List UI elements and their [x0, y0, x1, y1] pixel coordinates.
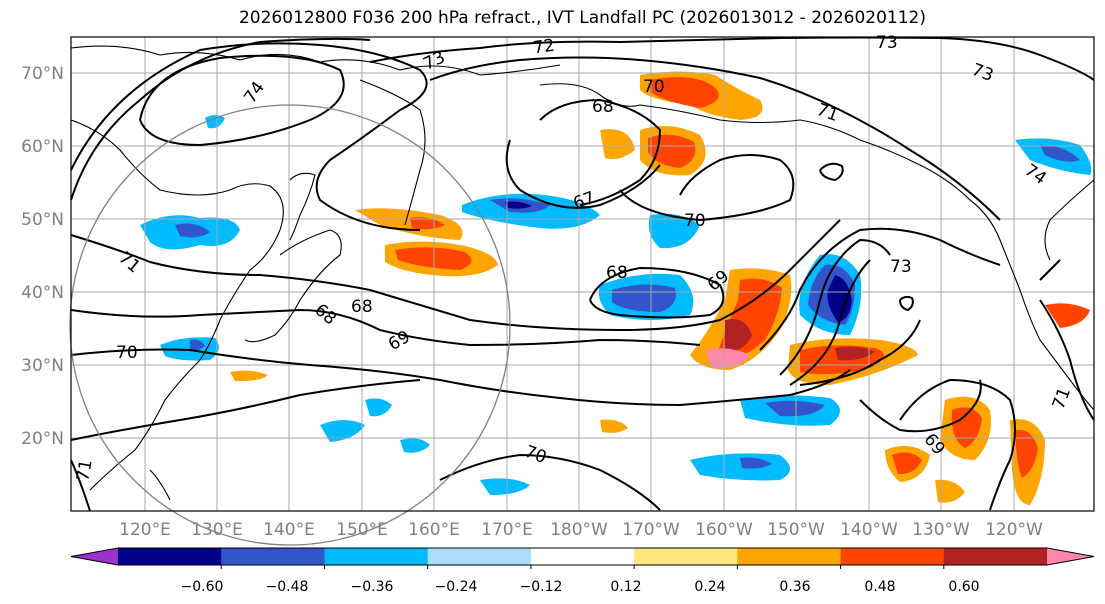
lon-label: 140°E	[263, 520, 315, 540]
lon-label: 170°E	[481, 520, 533, 540]
lon-label: 120°W	[985, 520, 1043, 540]
colorbar-tick-label: −0.12	[520, 579, 563, 595]
graticule	[71, 37, 1094, 511]
colorbar-swatch	[840, 548, 945, 565]
colorbar-tick-label: 0.12	[610, 579, 641, 595]
colorbar-tick-label: 0.60	[948, 579, 979, 595]
lat-label: 30°N	[21, 356, 64, 376]
colorbar-swatch	[530, 548, 635, 565]
colorbar	[70, 547, 1095, 569]
positive-region-kuroshio	[230, 208, 498, 382]
lon-label: 130°W	[912, 520, 970, 540]
lon-label: 130°E	[191, 520, 243, 540]
lat-label: 70°N	[21, 64, 64, 84]
colorbar-extend-high	[1047, 548, 1094, 565]
lon-label: 160°E	[408, 520, 460, 540]
colorbar-tick-label: −0.48	[266, 579, 309, 595]
colorbar-tick-label: −0.36	[351, 579, 394, 595]
colorbar-swatch	[221, 548, 325, 565]
contour-label: 73	[876, 33, 898, 53]
contour-label: 68	[606, 263, 628, 283]
colorbar-tick-label: 0.48	[864, 579, 895, 595]
lon-label: 140°W	[840, 520, 898, 540]
negative-region-npac	[462, 193, 700, 320]
lon-label: 170°W	[622, 520, 680, 540]
lat-label: 60°N	[21, 137, 64, 157]
lat-label: 40°N	[21, 283, 64, 303]
negative-region-east	[799, 138, 1092, 335]
shaded-fields	[140, 71, 1092, 505]
colorbar-swatch	[427, 548, 532, 565]
contour-label: 71	[73, 458, 96, 483]
colorbar-swatch	[634, 548, 738, 565]
contour-label: 73	[890, 257, 912, 277]
positive-region-east	[690, 268, 1090, 385]
colorbar-tick-label: −0.24	[435, 579, 478, 595]
colorbar-swatch	[324, 548, 429, 565]
contour-label: 68	[351, 297, 373, 317]
contour-label: 70	[684, 211, 706, 231]
subtropical-patches	[320, 395, 1045, 505]
contour-label: 72	[532, 36, 556, 59]
colorbar-outline	[70, 547, 1095, 566]
contour-label: 70	[643, 77, 665, 97]
colorbar-ticks: −0.60 −0.48 −0.36 −0.24 −0.12 0.12 0.24 …	[181, 579, 980, 595]
map-frame	[70, 36, 1095, 512]
colorbar-tick-label: −0.60	[181, 579, 224, 595]
colorbar-tick-label: 0.24	[694, 579, 725, 595]
negative-region-asia	[140, 115, 240, 361]
contour-label: 68	[592, 97, 614, 117]
lat-label: 50°N	[21, 210, 64, 230]
contour-lines	[70, 36, 1095, 512]
lat-label: 20°N	[21, 429, 64, 449]
lon-label: 120°E	[119, 520, 171, 540]
range-circle	[69, 104, 511, 546]
lat-labels: 70°N 60°N 50°N 40°N 30°N 20°N	[21, 64, 64, 449]
colorbar-swatch	[943, 548, 1048, 565]
lon-label: 180°W	[550, 520, 608, 540]
coastlines	[70, 45, 1095, 501]
lon-label: 160°W	[695, 520, 753, 540]
colorbar-extend-low	[71, 548, 118, 565]
colorbar-tick-label: 0.36	[779, 579, 810, 595]
lon-labels: 120°E 130°E 140°E 150°E 160°E 170°E 180°…	[119, 520, 1043, 540]
colorbar-swatch	[737, 548, 842, 565]
colorbar-swatch	[118, 548, 222, 565]
lon-label: 150°W	[767, 520, 825, 540]
contour-label-group: 74 73 72 73 73 71 74 68 70 67 70 68 69 7…	[73, 33, 1075, 483]
lon-label: 150°E	[336, 520, 388, 540]
contour-label: 70	[116, 343, 138, 363]
chart-title: 2026012800 F036 200 hPa refract., IVT La…	[238, 8, 926, 28]
positive-region-alaska	[600, 71, 763, 176]
